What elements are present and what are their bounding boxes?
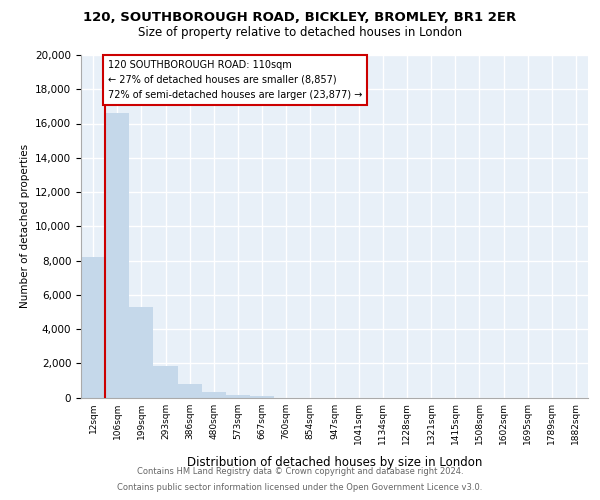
Bar — [154, 366, 178, 398]
Bar — [129, 306, 154, 398]
Bar — [105, 113, 129, 398]
Bar — [178, 384, 202, 398]
Bar — [226, 394, 250, 398]
Text: 120 SOUTHBOROUGH ROAD: 110sqm
← 27% of detached houses are smaller (8,857)
72% o: 120 SOUTHBOROUGH ROAD: 110sqm ← 27% of d… — [108, 60, 362, 100]
Text: 120, SOUTHBOROUGH ROAD, BICKLEY, BROMLEY, BR1 2ER: 120, SOUTHBOROUGH ROAD, BICKLEY, BROMLEY… — [83, 11, 517, 24]
Text: Contains public sector information licensed under the Open Government Licence v3: Contains public sector information licen… — [118, 484, 482, 492]
X-axis label: Distribution of detached houses by size in London: Distribution of detached houses by size … — [187, 456, 482, 468]
Y-axis label: Number of detached properties: Number of detached properties — [20, 144, 29, 308]
Text: Contains HM Land Registry data © Crown copyright and database right 2024.: Contains HM Land Registry data © Crown c… — [137, 467, 463, 476]
Bar — [202, 392, 226, 398]
Text: Size of property relative to detached houses in London: Size of property relative to detached ho… — [138, 26, 462, 39]
Bar — [81, 257, 105, 398]
Bar — [250, 396, 274, 398]
